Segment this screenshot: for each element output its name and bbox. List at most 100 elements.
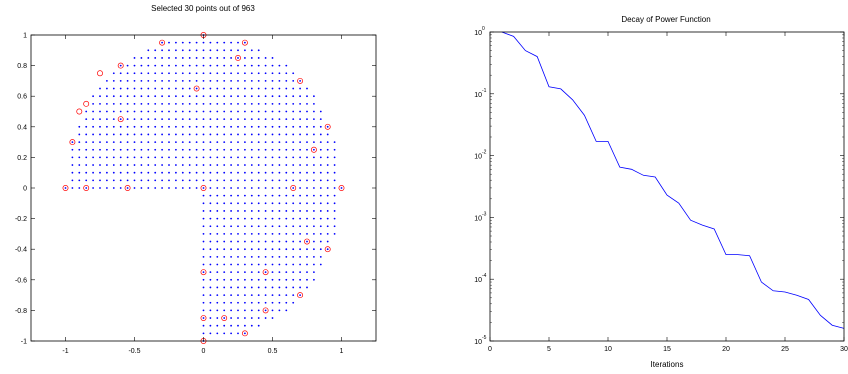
grid-point: [106, 141, 108, 144]
grid-point: [71, 141, 74, 144]
grid-point: [168, 41, 170, 44]
grid-point: [250, 255, 253, 258]
grid-point: [264, 263, 267, 266]
grid-point: [230, 271, 233, 274]
grid-point: [244, 309, 246, 312]
grid-point: [168, 95, 170, 98]
grid-point: [285, 110, 288, 113]
grid-point: [92, 141, 94, 144]
grid-point: [216, 80, 219, 82]
grid-point: [106, 110, 108, 113]
y-tick-label-exponent: -1: [482, 88, 487, 94]
grid-point: [278, 64, 281, 67]
grid-point: [223, 309, 226, 312]
grid-point: [313, 255, 315, 258]
grid-point: [292, 194, 295, 197]
y-tick-label-base: 10: [474, 277, 482, 284]
grid-point: [209, 95, 212, 98]
grid-point: [223, 202, 226, 205]
grid-point: [313, 194, 315, 197]
grid-point: [181, 187, 184, 189]
grid-point: [85, 110, 88, 113]
decay-axes-box: [489, 31, 845, 342]
grid-point: [264, 255, 267, 258]
grid-point: [257, 110, 260, 113]
grid-point: [112, 87, 115, 90]
grid-point: [237, 41, 239, 44]
grid-point: [285, 233, 288, 235]
grid-point: [237, 263, 239, 266]
grid-point: [188, 95, 191, 98]
grid-point: [147, 57, 150, 59]
grid-point: [271, 64, 274, 67]
grid-point: [319, 110, 322, 113]
grid-point: [230, 133, 233, 136]
grid-point: [223, 102, 226, 105]
grid-point: [244, 225, 246, 228]
grid-point: [140, 125, 143, 128]
grid-point: [112, 156, 115, 159]
grid-point: [306, 263, 308, 266]
grid-point: [216, 225, 219, 228]
grid-point: [223, 118, 226, 121]
grid-point: [257, 240, 260, 243]
grid-point: [257, 148, 260, 151]
grid-point: [278, 125, 281, 128]
grid-point: [306, 133, 308, 136]
grid-point: [319, 179, 322, 182]
grid-point: [299, 255, 301, 258]
grid-point: [161, 125, 164, 128]
grid-point: [333, 164, 336, 166]
selected-point: [241, 330, 248, 337]
grid-point: [154, 57, 157, 59]
grid-point: [223, 332, 226, 335]
grid-point: [244, 233, 246, 235]
grid-point: [216, 72, 219, 75]
grid-point: [216, 118, 219, 121]
selected-point: [324, 123, 331, 130]
grid-point: [250, 294, 253, 296]
y-tick-label-exponent: -2: [482, 150, 487, 156]
grid-point: [78, 179, 81, 182]
grid-point: [99, 171, 101, 174]
grid-point: [168, 110, 170, 113]
grid-point: [278, 255, 281, 258]
grid-point: [161, 80, 164, 82]
grid-point: [271, 57, 274, 59]
grid-point: [319, 233, 322, 235]
grid-point: [292, 87, 295, 90]
grid-point: [278, 118, 281, 121]
grid-point: [154, 125, 157, 128]
grid-point: [244, 72, 246, 75]
grid-point: [133, 125, 136, 128]
grid-point: [126, 164, 129, 166]
grid-point: [119, 125, 122, 128]
grid-point: [237, 64, 239, 67]
grid-point: [195, 64, 198, 67]
grid-point: [216, 210, 219, 212]
grid-point: [202, 179, 205, 182]
grid-point: [326, 248, 329, 251]
grid-point: [264, 240, 267, 243]
grid-point: [285, 294, 288, 296]
grid-point: [244, 179, 246, 182]
selected-point: [304, 238, 310, 245]
grid-point: [299, 133, 301, 136]
grid-point: [306, 141, 308, 144]
grid-point: [326, 171, 329, 174]
grid-point: [216, 248, 219, 251]
grid-point: [175, 118, 177, 121]
grid-point: [230, 332, 233, 335]
grid-point: [216, 164, 219, 166]
grid-point: [292, 278, 295, 281]
grid-point: [292, 202, 295, 205]
grid-point: [333, 194, 336, 197]
grid-point: [181, 179, 184, 182]
grid-point: [250, 80, 253, 82]
selected-point: [62, 185, 69, 191]
grid-point: [271, 125, 274, 128]
grid-point: [223, 87, 226, 90]
grid-point: [161, 95, 164, 98]
grid-point: [278, 156, 281, 159]
grid-point: [181, 164, 184, 166]
